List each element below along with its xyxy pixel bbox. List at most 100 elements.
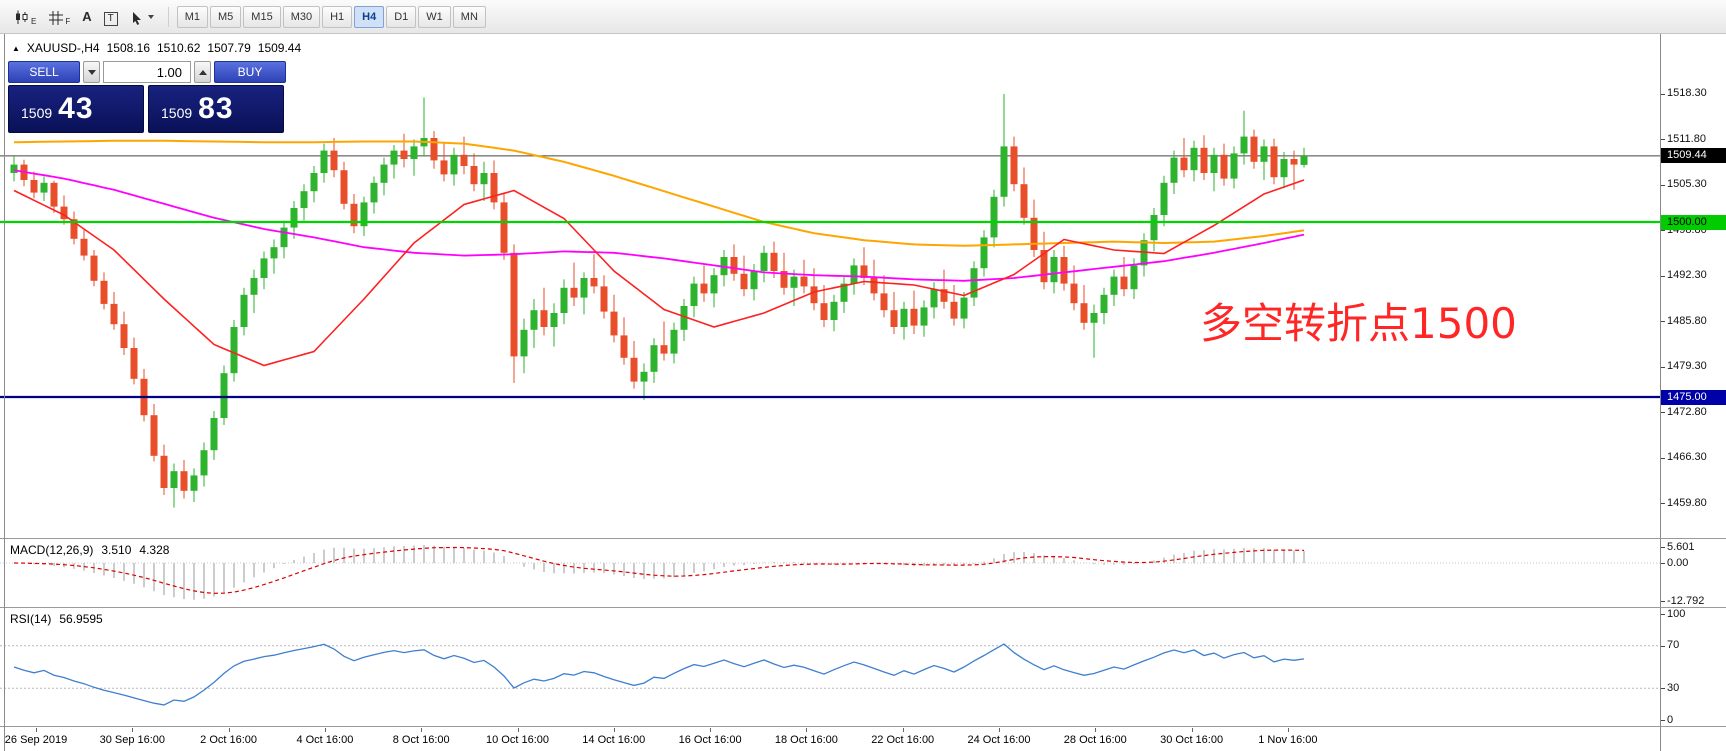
axis-tick-mark: [1661, 601, 1665, 602]
time-tick-mark: [421, 728, 423, 732]
time-label: 10 Oct 16:00: [486, 734, 549, 746]
chart-template-icon[interactable]: E: [8, 5, 41, 29]
timeframe-h1[interactable]: H1: [322, 5, 353, 28]
icon-sub-label: E: [31, 16, 37, 26]
axis-tick-mark: [1661, 230, 1665, 232]
bid-price-pips: 43: [58, 92, 94, 125]
time-tick-mark: [517, 728, 519, 732]
current-price-label: 1509.44: [1661, 148, 1726, 164]
axis-tick-label: 1479.30: [1667, 360, 1707, 373]
symbol-marker-icon[interactable]: ▲: [12, 43, 20, 53]
panel-separator[interactable]: [0, 726, 1726, 727]
time-tick-mark: [324, 728, 326, 732]
panel-separator[interactable]: [0, 538, 1726, 539]
triangle-down-icon: [87, 69, 96, 75]
axis-tick-mark: [1661, 457, 1665, 459]
axis-tick-label: 70: [1667, 639, 1680, 652]
timeframe-m30[interactable]: M30: [282, 5, 321, 28]
volume-increase-button[interactable]: [194, 61, 211, 83]
price-axis[interactable]: 1518.30 1511.80 1505.30 1498.80 1492.30 1485.…: [1660, 34, 1726, 751]
axis-tick-label: 1511.80: [1667, 132, 1706, 145]
time-tick-mark: [902, 728, 904, 732]
time-label: 2 Oct 16:00: [200, 734, 258, 746]
timeframe-m1[interactable]: M1: [176, 5, 209, 28]
axis-tick-label: 30: [1667, 681, 1680, 694]
label-tool-label: T: [103, 11, 118, 26]
volume-decrease-button[interactable]: [83, 61, 100, 83]
axis-tick-label: 0.00: [1667, 556, 1689, 569]
rsi-panel: RSI(14) 56.9595: [0, 608, 1660, 726]
axis-tick-mark: [1661, 503, 1665, 505]
toolbar-separator: [167, 6, 169, 27]
icon-sub-label: F: [65, 16, 71, 26]
axis-tick-label: 0: [1667, 713, 1674, 726]
axis-tick-label: 1459.80: [1667, 496, 1707, 509]
sell-button[interactable]: SELL: [8, 61, 80, 83]
timeframe-m5[interactable]: M5: [210, 5, 242, 28]
macd-panel: MACD(12,26,9) 3.510 4.328: [0, 539, 1660, 607]
timeframe-m15[interactable]: M15: [243, 5, 281, 28]
time-tick-mark: [1287, 728, 1289, 732]
axis-tick-mark: [1661, 720, 1665, 721]
chart-annotation-text[interactable]: 多空转折点1500: [1200, 299, 1517, 348]
time-label: 18 Oct 16:00: [774, 734, 838, 746]
bid-price-main: 1509: [21, 104, 53, 121]
axis-tick-mark: [1661, 645, 1665, 647]
one-click-trading-widget: SELL BUY 1509 43 1509 83: [8, 61, 286, 133]
time-tick-mark: [710, 728, 712, 732]
panel-separator[interactable]: [0, 607, 1726, 608]
volume-input[interactable]: [103, 61, 191, 83]
timeframe-mn[interactable]: MN: [452, 5, 486, 28]
timeframe-w1[interactable]: W1: [418, 5, 451, 28]
main-chart-panel: ▲ XAUUSD-,H4 1508.16 1510.62 1507.79 150…: [0, 34, 1660, 538]
macd-header: MACD(12,26,9) 3.510 4.328: [10, 543, 169, 557]
axis-tick-mark: [1661, 184, 1665, 186]
time-tick-mark: [806, 728, 808, 732]
chart-window-border: [4, 34, 5, 751]
time-label: 14 Oct 16:00: [582, 734, 646, 746]
axis-tick-label: 1485.80: [1667, 314, 1707, 327]
axis-tick-label: 1492.30: [1667, 269, 1707, 282]
time-label: 28 Oct 16:00: [1063, 734, 1127, 746]
buy-button[interactable]: BUY: [214, 61, 286, 83]
time-label: 30 Sep 16:00: [99, 734, 166, 746]
grid-tool-icon[interactable]: F: [43, 5, 75, 29]
time-label: 26 Sep 2019: [4, 734, 68, 746]
bid-price-display[interactable]: 1509 43: [8, 85, 144, 133]
axis-tick-mark: [1661, 688, 1665, 690]
rsi-plot[interactable]: [0, 608, 1660, 726]
price-chart-plot[interactable]: [0, 34, 1660, 538]
level-price-label: 1500.00: [1661, 214, 1726, 230]
level-price-label: 1475.00: [1661, 389, 1726, 405]
time-axis[interactable]: 26 Sep 2019 30 Sep 16:00 2 Oct 16:00 4 Oct …: [0, 727, 1660, 751]
cursor-tool-dropdown[interactable]: [125, 5, 159, 29]
ask-price-display[interactable]: 1509 83: [148, 85, 284, 133]
timeframe-h4[interactable]: H4: [354, 5, 385, 28]
macd-signal-value: 4.328: [139, 543, 170, 557]
toolbar: E F A T M1 M5 M15 M30 H1 H4 D1 W1 MN: [0, 0, 1726, 34]
ohlc-close: 1509.44: [257, 41, 302, 55]
time-tick-mark: [228, 728, 230, 732]
timeframe-button-group: M1 M5 M15 M30 H1 H4 D1 W1 MN: [176, 5, 487, 28]
time-tick-mark: [1095, 728, 1097, 732]
axis-tick-mark: [1661, 93, 1665, 95]
chevron-down-icon: [147, 14, 154, 19]
macd-title: MACD(12,26,9): [10, 543, 94, 557]
axis-tick-mark: [1661, 412, 1665, 414]
time-tick-mark: [132, 728, 134, 732]
macd-plot[interactable]: [0, 539, 1660, 607]
axis-tick-label: -12.792: [1667, 594, 1705, 607]
label-tool-icon[interactable]: T: [99, 5, 123, 29]
time-tick-mark: [613, 728, 615, 732]
rsi-value: 56.9595: [59, 612, 103, 626]
time-label: 24 Oct 16:00: [967, 734, 1031, 746]
axis-tick-label: 1518.30: [1667, 87, 1707, 100]
timeframe-d1[interactable]: D1: [386, 5, 417, 28]
ask-price-pips: 83: [198, 92, 234, 125]
time-label: 8 Oct 16:00: [392, 734, 450, 746]
time-label: 4 Oct 16:00: [296, 734, 354, 746]
time-label: 16 Oct 16:00: [678, 734, 742, 746]
text-tool-label: A: [82, 9, 92, 24]
text-tool-icon[interactable]: A: [77, 5, 96, 29]
time-tick-mark: [1191, 728, 1193, 732]
